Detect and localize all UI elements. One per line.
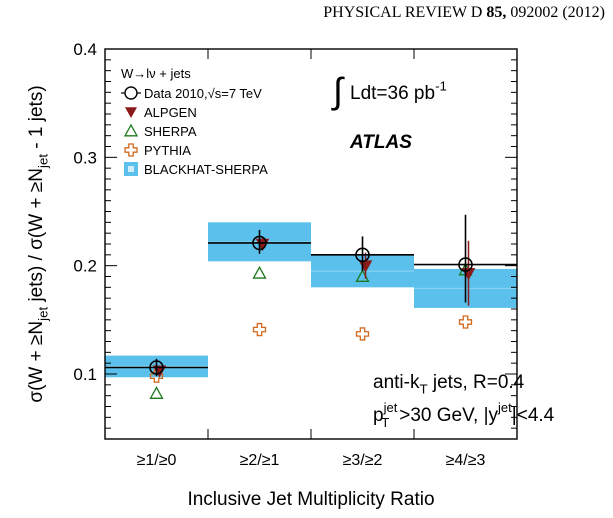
legend-pythia-marker	[124, 143, 138, 157]
pythia-point-1	[149, 369, 164, 383]
x-axis-title: Inclusive Jet Multiplicity Ratio	[187, 489, 434, 510]
pythia-point-2	[252, 322, 267, 337]
legend-label-2: ALPGEN	[144, 105, 197, 120]
legend-sherpa-marker	[123, 123, 139, 137]
legend-label-3: SHERPA	[144, 124, 197, 139]
data-point-3	[355, 247, 370, 263]
atlas-label: ATLAS	[349, 132, 412, 153]
y-tick-label: 0.3	[73, 148, 97, 167]
pythia-point-3	[355, 327, 370, 341]
sherpa-point-1	[149, 386, 164, 399]
x-tick-label: ≥1/≥0	[137, 452, 177, 469]
x-tick-label: ≥4/≥3	[446, 452, 486, 469]
jet-algorithm-label: anti-kT jets, R=0.4	[373, 372, 525, 397]
journal-name: PHYSICAL REVIEW D	[323, 4, 483, 21]
data-point-4	[458, 257, 473, 272]
legend-data-marker	[124, 86, 138, 100]
journal-header: PHYSICAL REVIEW D 85, 092002 (2012)	[265, 4, 605, 22]
legend-label-4: PYTHIA	[144, 143, 191, 158]
y-tick-label: 0.1	[73, 365, 97, 384]
y-axis-title: σ(W + ≥Njet jets) / σ(W + ≥Njet - 1 jets…	[26, 85, 51, 402]
data-point-2	[252, 235, 267, 251]
journal-volume: 85,	[486, 4, 507, 21]
legend-label-5: BLACKHAT-SHERPA	[144, 162, 268, 177]
data-point-1	[149, 360, 164, 375]
legend-label-1: Data 2010,√s=7 TeV	[144, 86, 262, 101]
x-tick-label: ≥3/≥2	[343, 452, 383, 469]
legend-alpgen-marker	[125, 107, 137, 118]
integral-symbol: ∫	[331, 70, 345, 111]
y-tick-label: 0.2	[73, 257, 97, 276]
y-tick-label: 0.4	[73, 40, 97, 59]
legend-title: W→lν + jets	[121, 66, 191, 81]
sherpa-point-2	[252, 265, 267, 279]
legend-blackhat-inner	[128, 166, 134, 172]
x-tick-label: ≥2/≥1	[240, 452, 280, 469]
jet-cuts-label: pjet T >30 GeV, |yjet|<4.4	[373, 400, 555, 430]
pythia-point-4	[458, 315, 473, 329]
luminosity-label: Ldt=36 pb-1	[350, 78, 447, 104]
journal-article: 092002 (2012)	[510, 4, 605, 21]
